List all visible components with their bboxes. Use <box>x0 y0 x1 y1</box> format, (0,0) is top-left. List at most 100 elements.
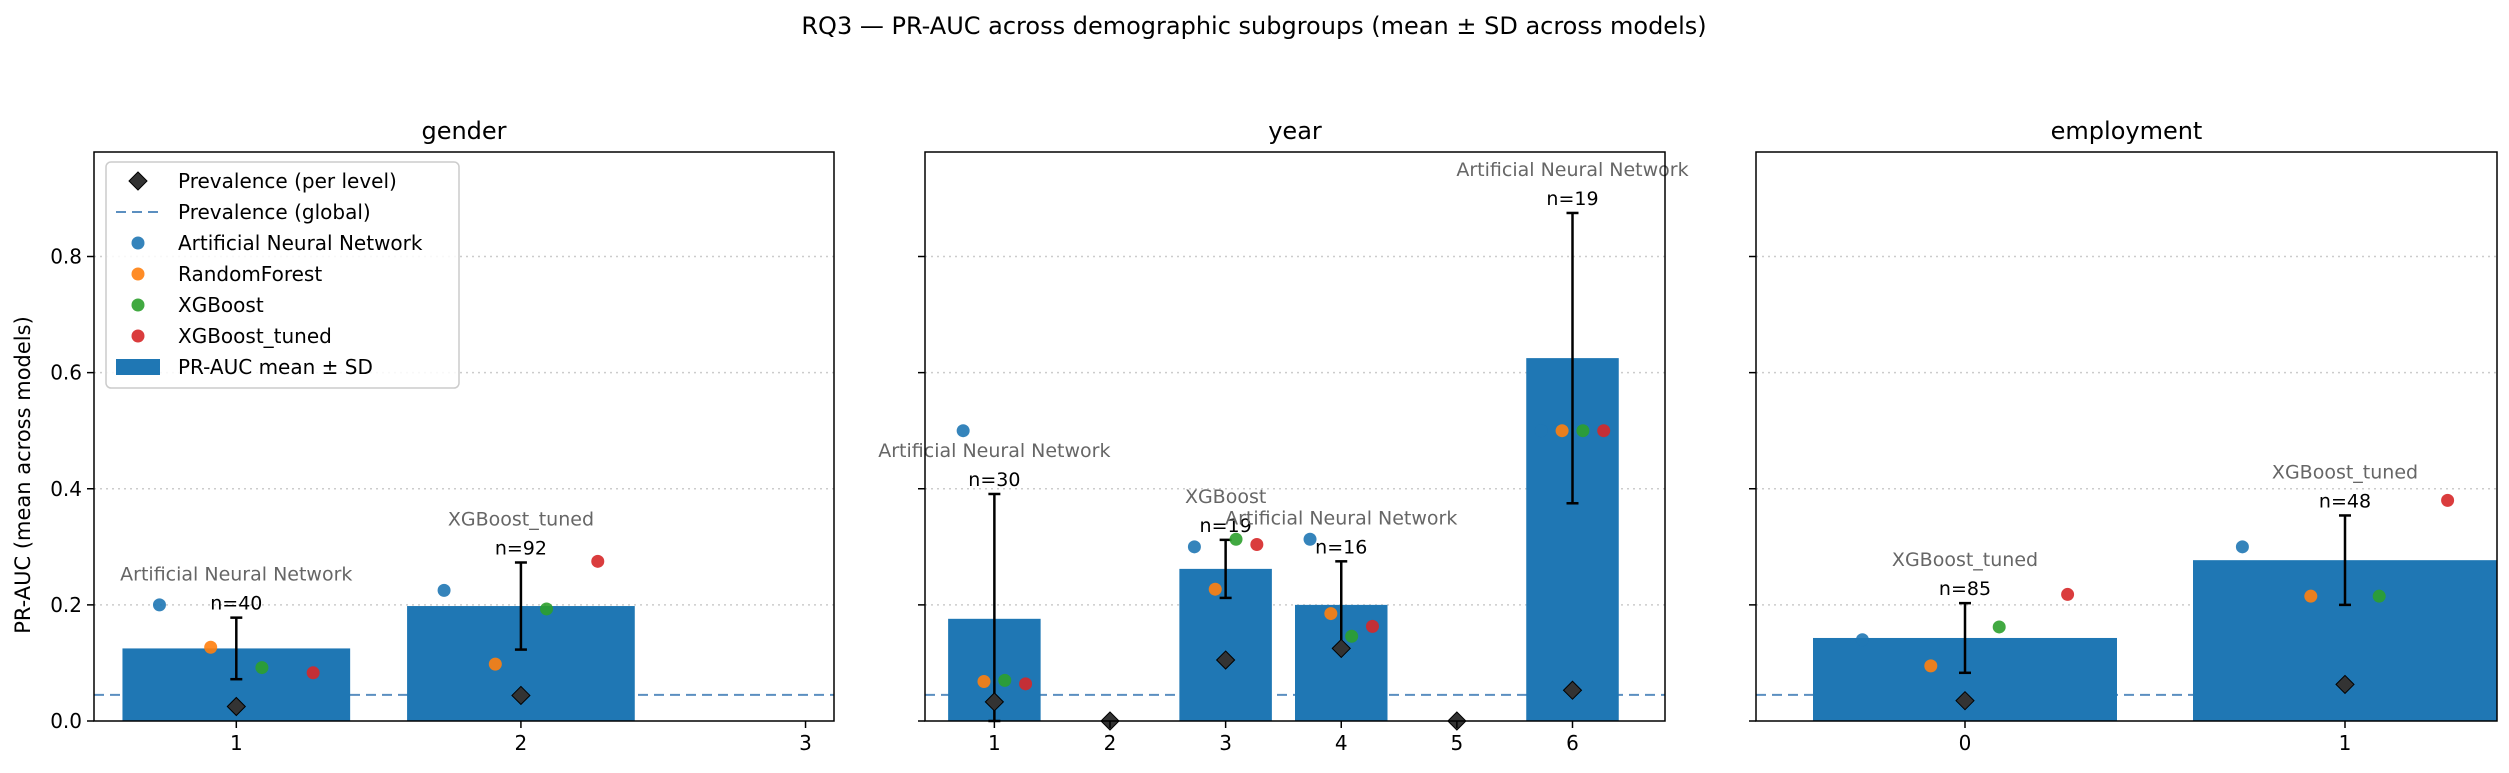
panels: gender n=40 Artificial Neural Network n=92 X… <box>50 117 2498 755</box>
prevalence-marker <box>1562 680 1583 700</box>
point-xgboost_tuned <box>2061 587 2075 601</box>
prevalence-marker <box>984 692 1005 712</box>
prevalence-marker <box>226 696 247 717</box>
best-model-label: XGBoost <box>1185 486 1266 508</box>
best-model-label: XGBoost_tuned <box>2272 461 2418 483</box>
n-label: n=85 <box>1939 578 1991 600</box>
y-tick-label: 0.6 <box>50 361 82 385</box>
n-label: n=16 <box>1315 536 1367 558</box>
prevalence-marker <box>2335 674 2355 695</box>
point-xgboost <box>2372 589 2386 603</box>
point-xgboost_tuned <box>591 554 605 568</box>
point-xgboost <box>998 673 1012 687</box>
panel-title: gender <box>421 117 506 145</box>
legend-dot-icon <box>131 298 145 312</box>
legend-diamond-icon <box>128 171 148 191</box>
point-xgboost <box>255 661 269 675</box>
n-label: n=30 <box>968 469 1020 491</box>
point-artificial-neural-network <box>1187 540 1201 554</box>
point-randomforest <box>1208 582 1222 596</box>
n-label: n=48 <box>2319 490 2371 512</box>
point-artificial-neural-network <box>437 583 451 597</box>
legend-label: XGBoost <box>178 293 264 317</box>
n-label: n=40 <box>210 593 262 615</box>
n-label: n=19 <box>1200 515 1252 537</box>
point-randomforest <box>977 675 991 689</box>
prevalence-marker <box>511 685 531 706</box>
n-label: n=19 <box>1546 188 1598 210</box>
best-model-label: Artificial Neural Network <box>1456 159 1688 181</box>
x-tick-label: 4 <box>1335 731 1348 755</box>
legend-label: Artificial Neural Network <box>178 231 423 255</box>
y-tick-label: 0.8 <box>50 245 82 269</box>
figure-suptitle: RQ3 — PR-AUC across demographic subgroup… <box>801 12 1706 40</box>
panel-title: employment <box>2051 117 2203 145</box>
point-randomforest <box>488 657 502 671</box>
legend-dot-icon <box>131 329 145 343</box>
legend-bar-swatch <box>116 359 160 375</box>
legend-label: Prevalence (per level) <box>178 169 397 193</box>
point-artificial-neural-network <box>1855 633 1869 647</box>
y-tick-label: 0.4 <box>50 477 82 501</box>
point-artificial-neural-network <box>2235 540 2249 554</box>
point-randomforest <box>204 640 218 654</box>
best-model-label: Artificial Neural Network <box>1225 507 1457 529</box>
legend-frame <box>105 161 460 389</box>
legend: Prevalence (per level) Prevalence (global… <box>105 161 460 389</box>
legend-label: Prevalence (global) <box>178 200 371 224</box>
point-xgboost_tuned <box>306 666 320 680</box>
x-tick-label: 2 <box>1104 731 1117 755</box>
point-artificial-neural-network <box>1534 424 1548 438</box>
y-tick-label: 0.0 <box>50 709 82 733</box>
point-xgboost <box>1992 620 2006 634</box>
x-tick-label: 3 <box>1219 731 1232 755</box>
axes-frame <box>924 151 1666 722</box>
legend-label: RandomForest <box>178 262 322 286</box>
point-randomforest <box>1555 424 1569 438</box>
x-tick-label: 3 <box>799 731 812 755</box>
point-xgboost_tuned <box>1019 677 1033 691</box>
x-tick-label: 6 <box>1566 731 1579 755</box>
prevalence-marker <box>1331 638 1351 659</box>
x-tick-label: 1 <box>2339 731 2352 755</box>
n-label: n=92 <box>495 537 547 559</box>
legend-label: XGBoost_tuned <box>178 324 332 348</box>
point-randomforest <box>1924 659 1938 673</box>
x-tick-label: 1 <box>988 731 1001 755</box>
best-model-label: Artificial Neural Network <box>878 440 1110 462</box>
prevalence-marker <box>1955 690 1975 711</box>
x-tick-label: 0 <box>1959 731 1972 755</box>
point-xgboost <box>1229 532 1243 546</box>
point-artificial-neural-network <box>956 424 970 438</box>
panel-title: year <box>1268 117 1322 145</box>
point-randomforest <box>1324 607 1338 621</box>
point-xgboost <box>540 602 554 616</box>
x-tick-label: 2 <box>515 731 528 755</box>
x-tick-label: 5 <box>1451 731 1464 755</box>
point-artificial-neural-network <box>152 598 166 612</box>
legend-dot-icon <box>131 236 145 250</box>
panel-employment: employment n=85 XGBoost_tuned n=48 XGBoost_t… <box>1749 117 2498 755</box>
point-xgboost_tuned <box>1365 619 1379 633</box>
point-xgboost <box>1345 629 1359 643</box>
point-artificial-neural-network <box>1303 532 1317 546</box>
best-model-label: XGBoost_tuned <box>1892 549 2038 571</box>
axes-frame <box>93 151 835 722</box>
point-randomforest <box>2304 589 2318 603</box>
point-xgboost_tuned <box>1597 424 1611 438</box>
point-xgboost_tuned <box>1250 537 1264 551</box>
axes-frame <box>1755 151 2498 722</box>
y-axis-label: PR-AUC (mean across models) <box>11 316 35 634</box>
best-model-label: XGBoost_tuned <box>448 508 594 530</box>
point-xgboost <box>1576 424 1590 438</box>
legend-label: PR-AUC mean ± SD <box>178 355 373 379</box>
panel-gender: gender n=40 Artificial Neural Network n=92 X… <box>50 117 835 755</box>
point-xgboost_tuned <box>2441 493 2455 507</box>
best-model-label: Artificial Neural Network <box>120 564 352 586</box>
y-tick-label: 0.2 <box>50 593 82 617</box>
prevalence-marker <box>1215 650 1236 670</box>
legend-dot-icon <box>131 267 145 281</box>
x-tick-label: 1 <box>230 731 243 755</box>
